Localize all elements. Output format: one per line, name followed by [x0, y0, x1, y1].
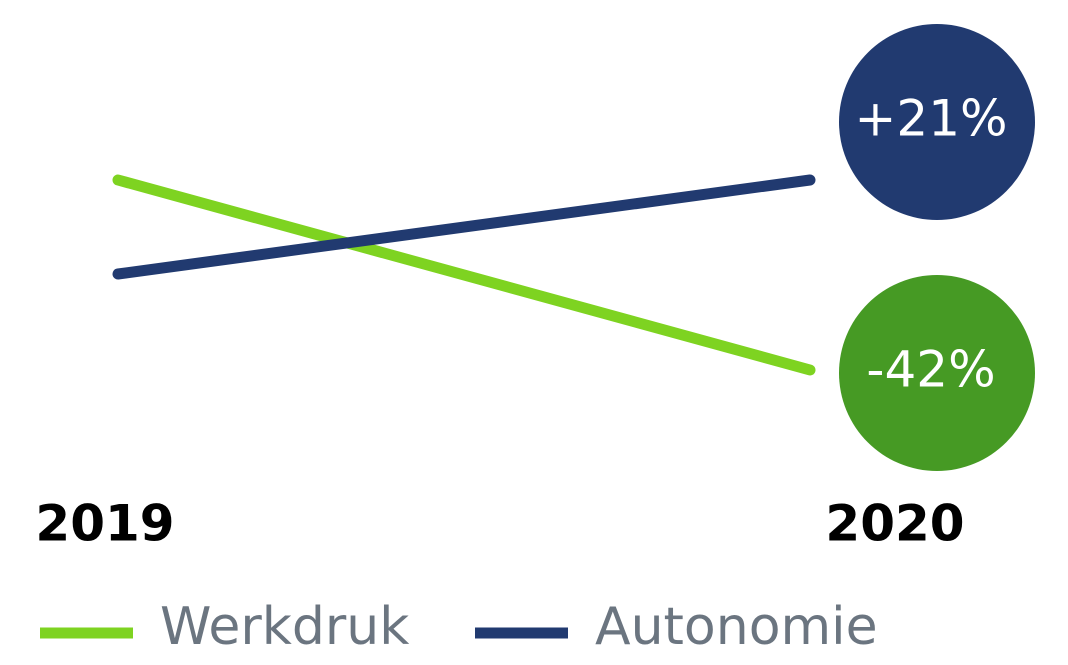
legend-label: Autonomie [595, 597, 878, 657]
change-label: -42% [866, 341, 995, 399]
change-badge [839, 24, 1035, 220]
change-label: +21% [854, 90, 1007, 148]
x-tick-label: 2020 [825, 495, 964, 553]
legend-label: Werkdruk [160, 597, 409, 657]
series-line [112, 174, 816, 280]
x-tick-label: 2019 [35, 495, 174, 553]
change-badge [839, 275, 1035, 471]
series-line [112, 174, 816, 376]
